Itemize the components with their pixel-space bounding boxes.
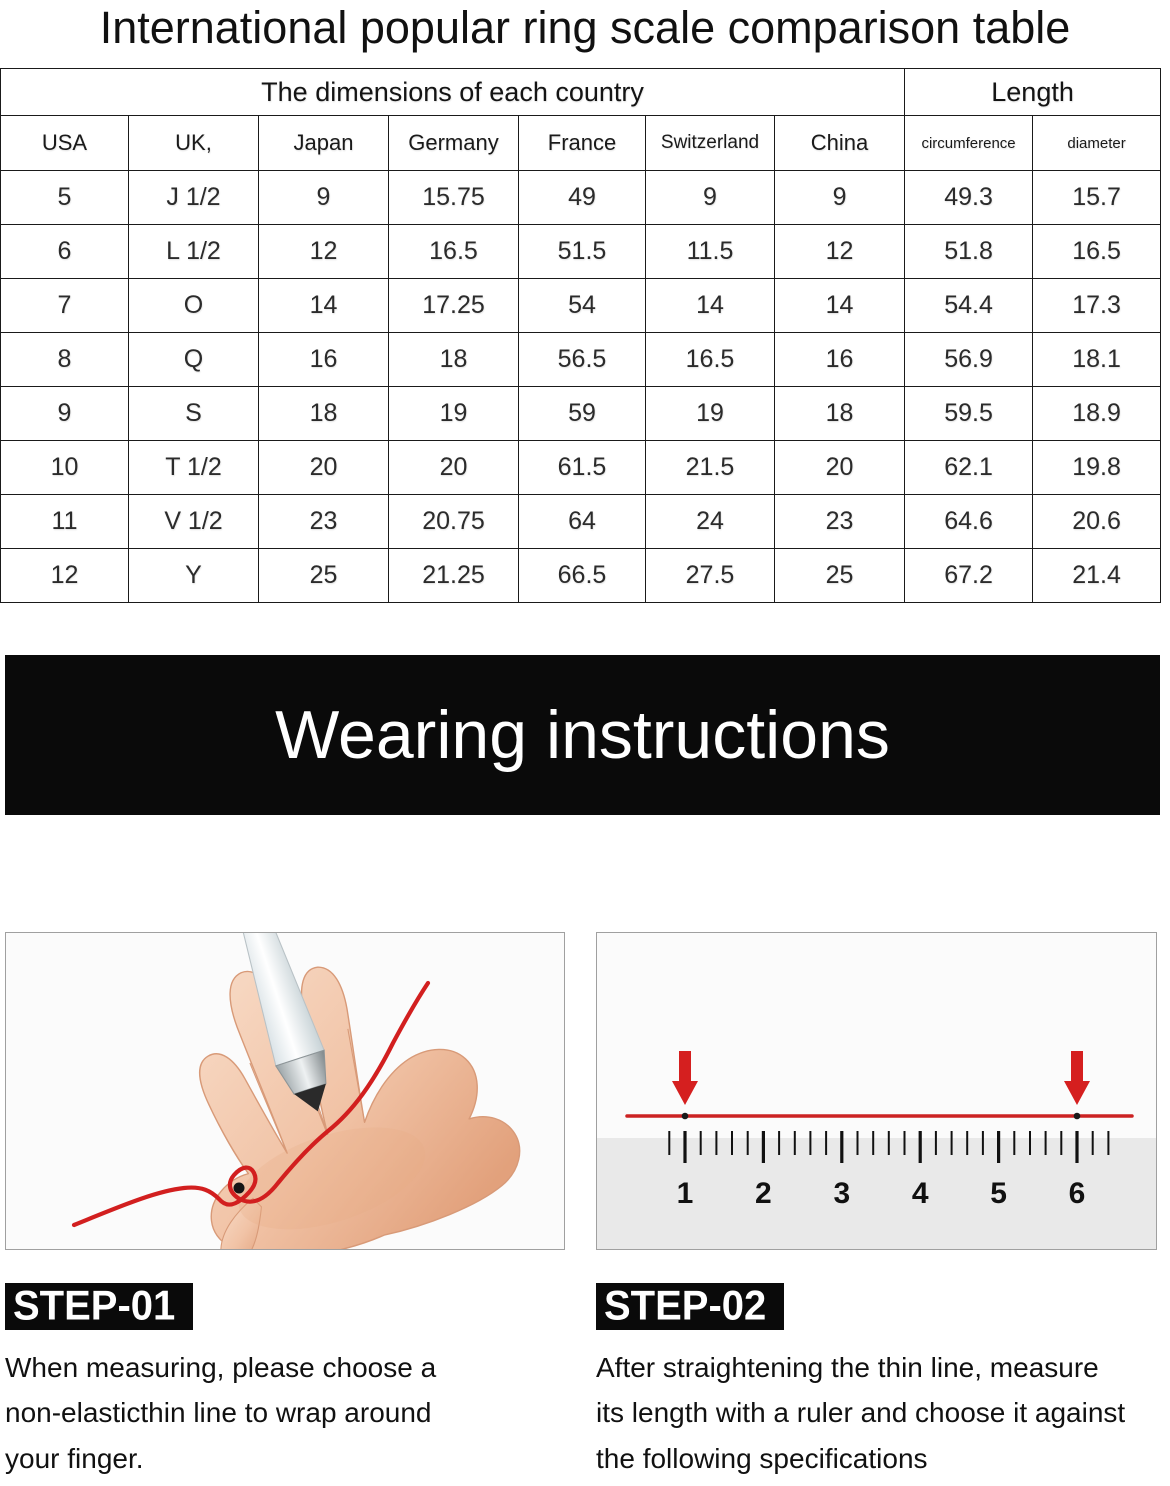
svg-text:4: 4: [912, 1177, 929, 1210]
svg-text:5: 5: [990, 1177, 1007, 1210]
svg-text:2: 2: [755, 1177, 772, 1210]
svg-text:1: 1: [677, 1177, 694, 1210]
svg-text:3: 3: [833, 1177, 850, 1210]
svg-text:6: 6: [1069, 1177, 1086, 1210]
